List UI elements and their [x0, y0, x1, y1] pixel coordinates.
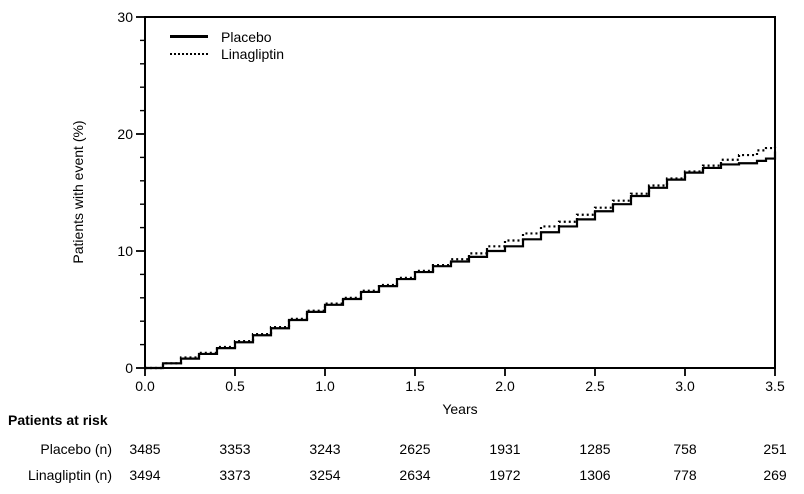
risk-count: 3494 [129, 467, 161, 483]
x-tick-label-3.5: 3.5 [765, 378, 785, 394]
risk-count: 269 [763, 467, 787, 483]
curve-linagliptin [145, 146, 777, 370]
risk-count: 3373 [219, 467, 251, 483]
x-axis-title: Years [442, 401, 478, 417]
risk-count: 1972 [489, 467, 521, 483]
risk-row-label-placebo: Placebo (n) [40, 441, 112, 457]
risk-count: 758 [673, 441, 697, 457]
risk-count: 2634 [399, 467, 431, 483]
risk-count: 3353 [219, 441, 251, 457]
y-tick-label-30: 30 [117, 9, 133, 25]
legend-item-linagliptin: Linagliptin [170, 45, 284, 62]
plot-frame [144, 16, 776, 369]
legend-item-placebo: Placebo [170, 28, 284, 45]
risk-count: 2625 [399, 441, 431, 457]
x-tick-label-3.0: 3.0 [675, 378, 695, 394]
placebo-solid-line-swatch [170, 35, 208, 38]
risk-count: 3254 [309, 467, 341, 483]
risk-count: 1285 [579, 441, 611, 457]
risk-count: 3243 [309, 441, 341, 457]
patients-at-risk-header: Patients at risk [8, 412, 108, 428]
x-tick-label-1.0: 1.0 [315, 378, 335, 394]
x-tick-label-1.5: 1.5 [405, 378, 425, 394]
x-tick-label-2.5: 2.5 [585, 378, 605, 394]
legend-label-linagliptin: Linagliptin [221, 45, 285, 62]
risk-count: 3485 [129, 441, 161, 457]
y-tick-label-20: 20 [117, 126, 133, 142]
legend: Placebo Linagliptin [170, 28, 284, 62]
legend-label-placebo: Placebo [221, 28, 272, 45]
y-axis-title: Patients with event (%) [70, 120, 86, 264]
risk-count: 251 [763, 441, 787, 457]
risk-count: 1931 [489, 441, 521, 457]
curve-placebo [145, 151, 777, 370]
linagliptin-dotted-line-swatch [170, 52, 208, 55]
x-tick-label-0.0: 0.0 [135, 378, 155, 394]
y-tick-label-0: 0 [125, 360, 133, 376]
x-tick-label-2.0: 2.0 [495, 378, 515, 394]
risk-count: 1306 [579, 467, 611, 483]
risk-count: 778 [673, 467, 697, 483]
x-tick-label-0.5: 0.5 [225, 378, 245, 394]
y-tick-label-10: 10 [117, 243, 133, 259]
risk-row-label-linagliptin: Linagliptin (n) [27, 467, 112, 483]
